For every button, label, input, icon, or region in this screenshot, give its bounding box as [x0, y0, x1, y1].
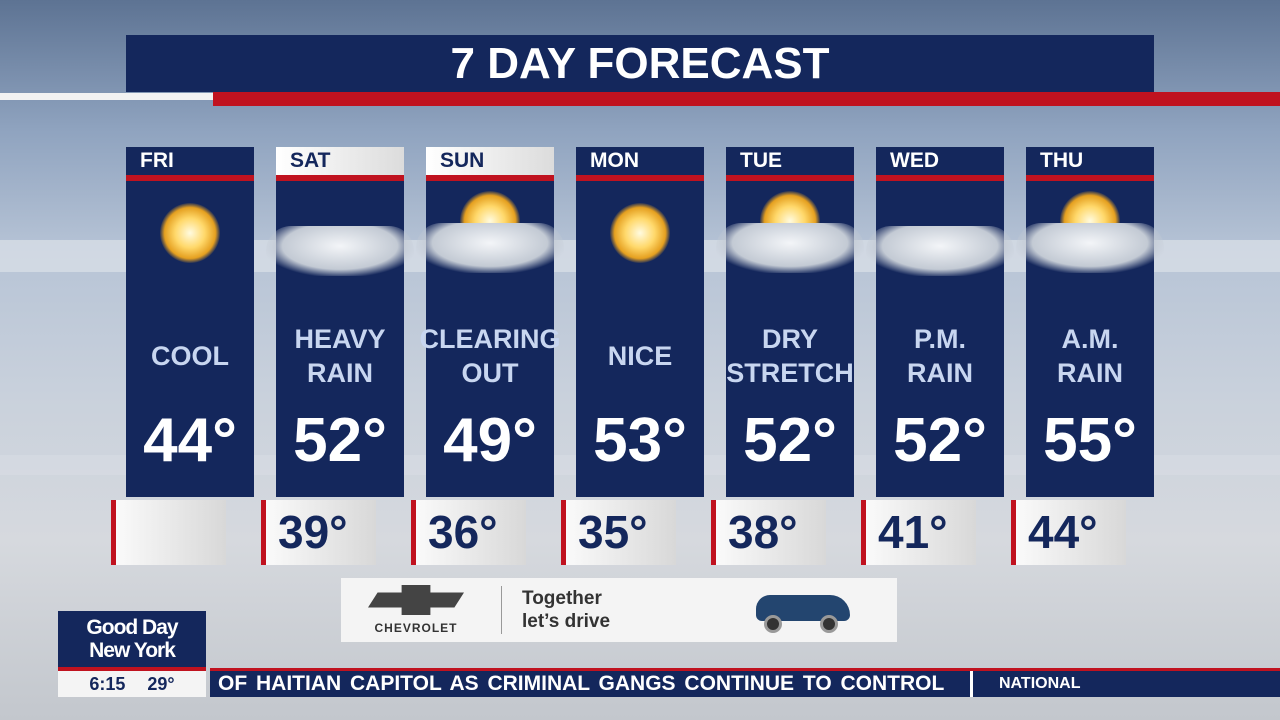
day-label: FRI [140, 149, 174, 172]
day-column: THU A.M. RAIN 55° [1016, 147, 1164, 497]
condition-text: A.M. [1061, 324, 1119, 354]
sun-icon [576, 181, 704, 301]
high-temp: 52° [743, 406, 837, 475]
day-label: THU [1040, 149, 1084, 172]
partly-cloudy-icon [716, 181, 864, 301]
ticker-category: NATIONAL [999, 675, 1081, 692]
condition-text: RAIN [307, 358, 373, 388]
low-temp: 41° [861, 500, 976, 565]
show-logo: Good Day New York 6:15 29° [58, 611, 206, 697]
low-temp: 36° [411, 500, 526, 565]
day-column: MON NICE 53° [576, 147, 704, 497]
clock-time: 6:15 [89, 674, 126, 694]
low-temp: 38° [711, 500, 826, 565]
day-column: SAT HEAVY RAIN 52° [266, 147, 414, 497]
day-column: WED P.M. RAIN 52° [866, 147, 1014, 497]
forecast-title: 7 DAY FORECAST [126, 35, 1154, 92]
high-temp: 52° [293, 406, 387, 475]
ad-tagline: let’s drive [522, 611, 611, 632]
cloud-icon [266, 181, 414, 301]
ad-brand: CHEVROLET [374, 621, 458, 635]
day-label: SAT [276, 147, 404, 175]
high-temp: 49° [443, 406, 537, 475]
condition-text: RAIN [907, 358, 973, 388]
logo-line: New York [89, 639, 176, 662]
high-temp: 53° [593, 406, 687, 475]
chevrolet-ad: CHEVROLET Together let’s drive [341, 578, 897, 642]
news-ticker: OF HAITIAN CAPITOL AS CRIMINAL GANGS CON… [210, 668, 1280, 697]
chevrolet-bowtie-logo [368, 585, 464, 615]
partly-cloudy-icon [1016, 181, 1164, 301]
day-label: MON [590, 149, 639, 172]
low-temp [111, 500, 226, 565]
low-temp: 44° [1011, 500, 1126, 565]
condition-text: CLEARING [419, 324, 561, 354]
day-column: SUN CLEARING OUT 49° [416, 147, 564, 497]
low-temp: 35° [561, 500, 676, 565]
car-image [752, 587, 852, 633]
logo-line: Good Day [86, 616, 178, 639]
current-temp: 29° [147, 674, 175, 694]
condition-text: P.M. [913, 324, 967, 354]
condition-text: DRY [761, 324, 818, 354]
condition-text: COOL [151, 341, 229, 371]
low-temp: 39° [261, 500, 376, 565]
sun-icon [126, 181, 254, 301]
condition-text: STRETCH [726, 358, 854, 388]
divider [213, 92, 1280, 106]
condition-text: OUT [461, 358, 519, 388]
day-column: TUE DRY STRETCH 52° [716, 147, 864, 497]
day-label: WED [890, 149, 939, 172]
condition-text: NICE [607, 341, 673, 371]
divider [0, 93, 213, 100]
ad-tagline: Together [522, 588, 602, 609]
partly-cloudy-icon [416, 181, 564, 301]
condition-text: HEAVY [294, 324, 386, 354]
high-temp: 44° [143, 406, 237, 475]
condition-text: RAIN [1057, 358, 1123, 388]
day-label: TUE [740, 149, 782, 172]
day-label: SUN [426, 147, 554, 175]
ticker-headline: OF HAITIAN CAPITOL AS CRIMINAL GANGS CON… [218, 672, 945, 695]
high-temp: 55° [1043, 406, 1137, 475]
high-temp: 52° [893, 406, 987, 475]
day-column: FRI COOL 44° [126, 147, 254, 497]
cloud-icon [866, 181, 1014, 301]
